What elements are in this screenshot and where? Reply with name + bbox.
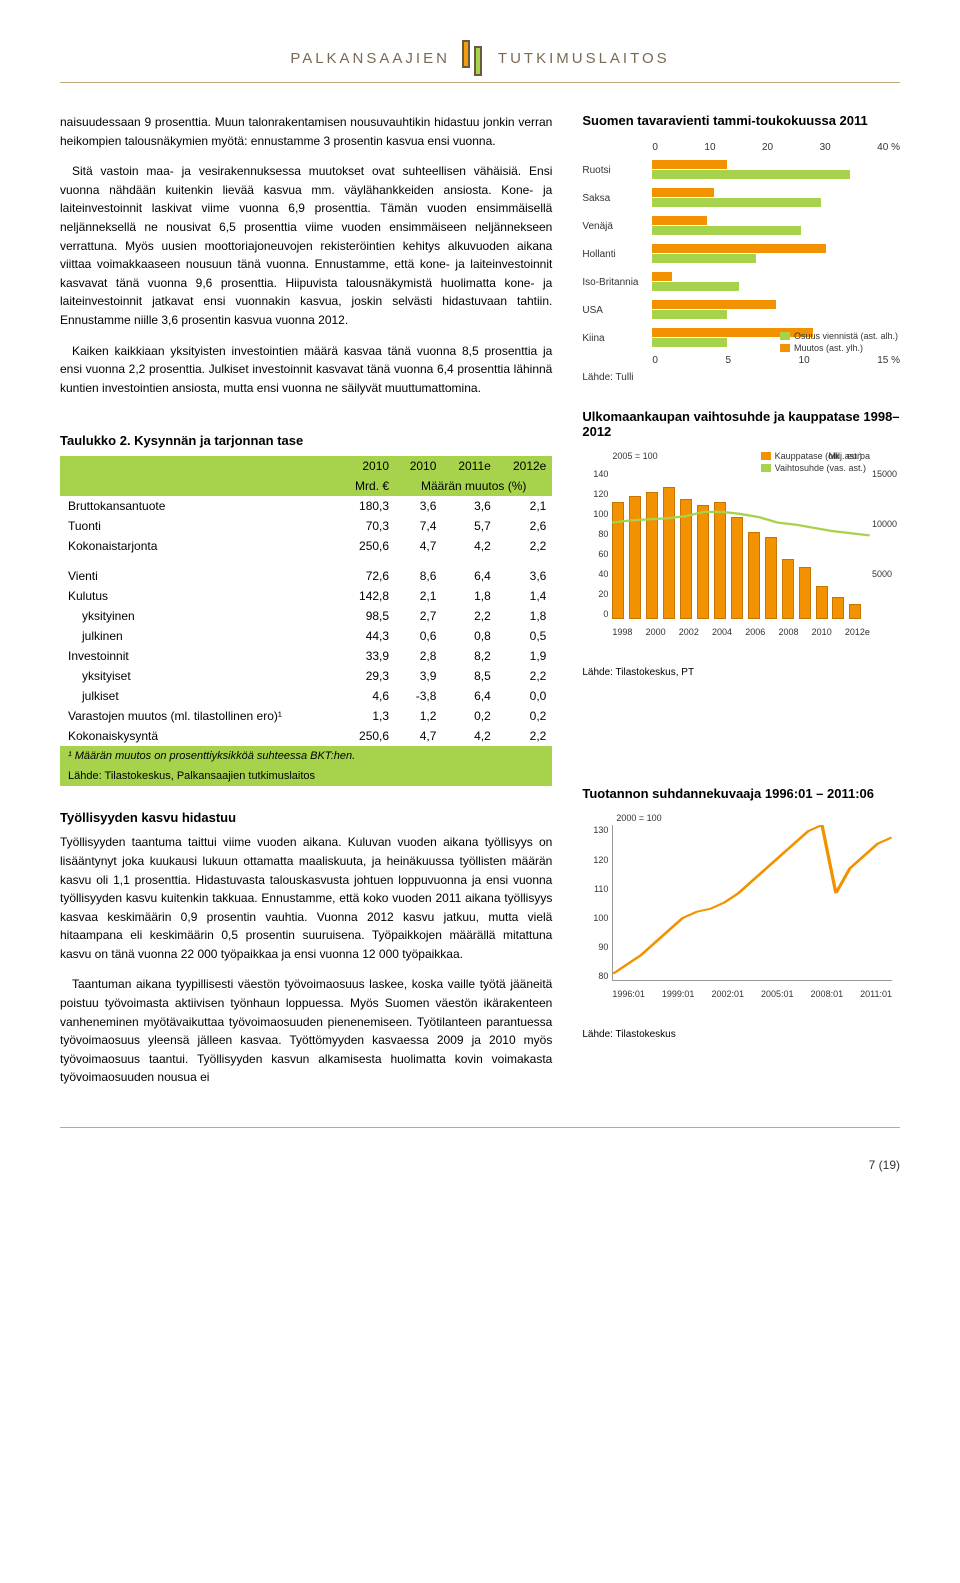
bar-row: Hollanti: [582, 241, 900, 267]
header: PALKANSAAJIEN TUTKIMUSLAITOS: [60, 40, 900, 76]
table-row: Tuonti70,37,45,72,6: [60, 516, 552, 536]
axis-note: 2000 = 100: [616, 813, 661, 823]
table-title: Taulukko 2. Kysynnän ja tarjonnan tase: [60, 433, 552, 448]
page: PALKANSAAJIEN TUTKIMUSLAITOS naisuudessa…: [0, 0, 960, 1192]
row-3: Työllisyyden kasvu hidastuu Työllisyyden…: [60, 786, 900, 1099]
page-number: 7 (19): [60, 1158, 900, 1172]
row-2: Taulukko 2. Kysynnän ja tarjonnan tase 2…: [60, 409, 900, 786]
table-row: Kokonaistarjonta250,64,74,22,2: [60, 536, 552, 556]
chart-title: Suomen tavaravienti tammi-toukokuussa 20…: [582, 113, 900, 128]
bar-row: Saksa: [582, 185, 900, 211]
bar-row: Venäjä: [582, 213, 900, 239]
trade-combo-chart: 2005 = 100 Milj. euroa Kauppatase (oik. …: [582, 449, 900, 649]
bar-row: USA: [582, 297, 900, 323]
row-1: naisuudessaan 9 prosenttia. Muun talonra…: [60, 113, 900, 409]
chart-source: Lähde: Tulli: [582, 372, 900, 383]
logo-icon: [460, 40, 488, 76]
header-divider: [60, 82, 900, 83]
header-right: TUTKIMUSLAITOS: [498, 50, 670, 67]
footer-divider: [60, 1127, 900, 1128]
table-row: Kulutus142,82,11,81,4: [60, 586, 552, 606]
table-row: julkiset4,6-3,86,40,0: [60, 686, 552, 706]
table-row: julkinen44,30,60,80,5: [60, 626, 552, 646]
table-row: yksityiset29,33,98,52,2: [60, 666, 552, 686]
chart-title: Tuotannon suhdannekuvaaja 1996:01 – 2011…: [582, 786, 900, 801]
chart-legend: Osuus viennistä (ast. alh.) Muutos (ast.…: [780, 331, 898, 355]
axis-note: 2005 = 100: [612, 451, 657, 461]
paragraph: Kaiken kaikkiaan yksityisten investointi…: [60, 342, 552, 398]
table-row: Kokonaiskysyntä250,64,74,22,2: [60, 726, 552, 746]
table-row: Varastojen muutos (ml. tilastollinen ero…: [60, 706, 552, 726]
paragraph: Taantuman aikana tyypillisesti väestön t…: [60, 975, 552, 1087]
header-left: PALKANSAAJIEN: [290, 50, 450, 67]
section-title: Työllisyyden kasvu hidastuu: [60, 810, 552, 825]
bar-row: Ruotsi: [582, 157, 900, 183]
paragraph: naisuudessaan 9 prosenttia. Muun talonra…: [60, 113, 552, 150]
paragraph: Työllisyyden taantuma taittui viime vuod…: [60, 833, 552, 963]
table-row: Vienti72,68,66,43,6: [60, 566, 552, 586]
bar-row: Iso-Britannia: [582, 269, 900, 295]
production-line-chart: 2000 = 100 1301201101009080 1996:011999:…: [582, 811, 900, 1011]
chart-source: Lähde: Tilastokeskus: [582, 1029, 900, 1040]
paragraph: Sitä vastoin maa- ja vesirakennuksessa m…: [60, 162, 552, 329]
table-row: Investoinnit33,92,88,21,9: [60, 646, 552, 666]
supply-demand-table: 201020102011e2012e Mrd. €Määrän muutos (…: [60, 456, 552, 786]
table-row: yksityinen98,52,72,21,8: [60, 606, 552, 626]
export-bar-chart: 010203040 % RuotsiSaksaVenäjäHollantiIso…: [582, 138, 900, 383]
chart-title: Ulkomaankaupan vaihtosuhde ja kauppatase…: [582, 409, 900, 439]
table-row: Bruttokansantuote180,33,63,62,1: [60, 496, 552, 516]
chart-source: Lähde: Tilastokeskus, PT: [582, 667, 900, 678]
